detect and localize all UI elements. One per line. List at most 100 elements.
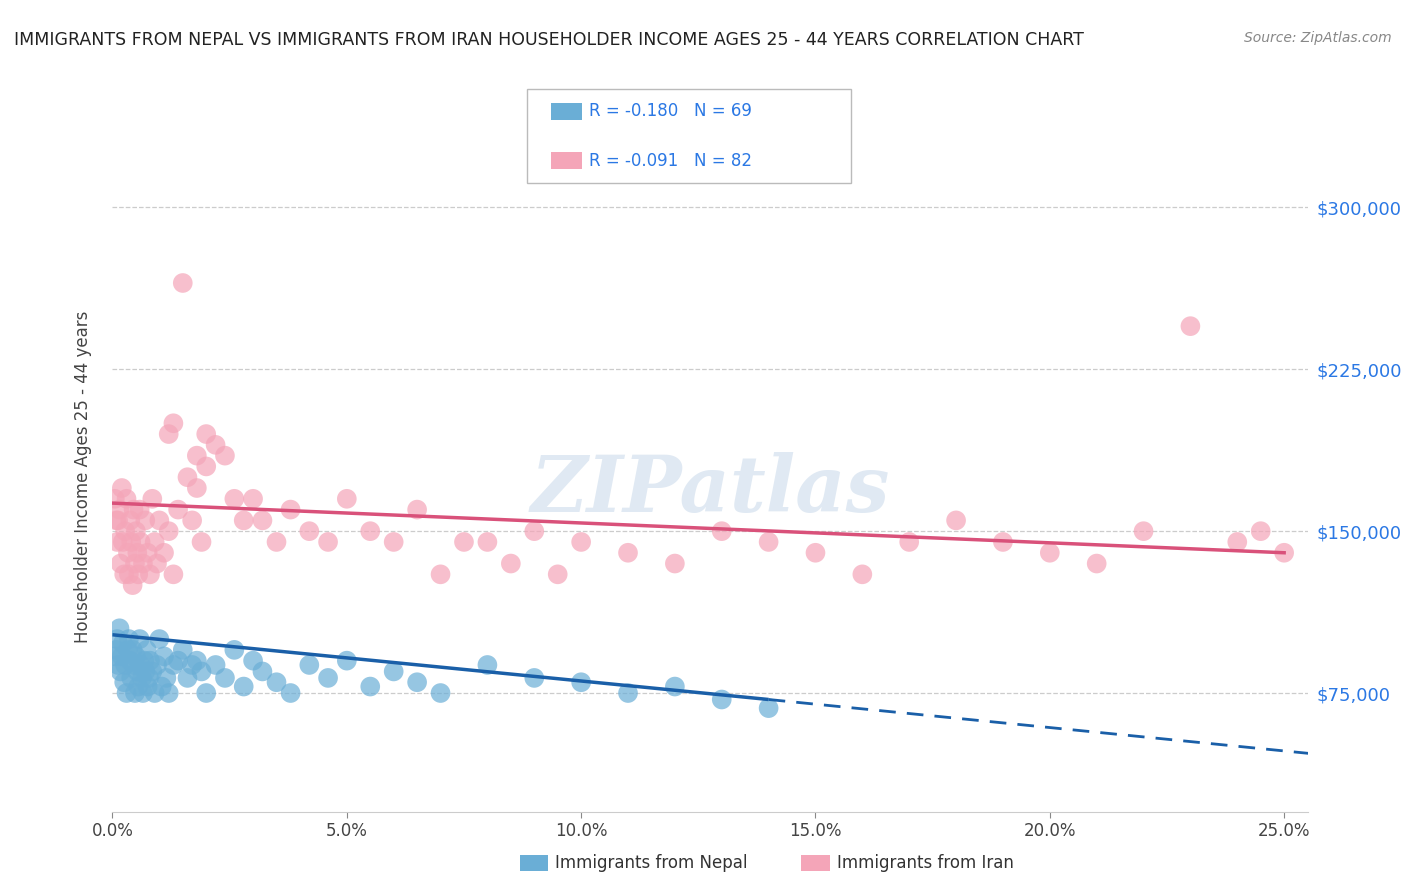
Point xyxy=(710,524,733,538)
Point xyxy=(195,686,218,700)
Point xyxy=(172,643,194,657)
Point xyxy=(141,665,163,679)
Text: R = -0.180   N = 69: R = -0.180 N = 69 xyxy=(589,103,752,120)
Point xyxy=(195,459,218,474)
Point xyxy=(382,535,405,549)
Point xyxy=(148,513,170,527)
Point xyxy=(176,671,198,685)
Point xyxy=(804,546,827,560)
Point xyxy=(224,643,246,657)
Point xyxy=(132,686,155,700)
Point xyxy=(110,557,132,571)
Point xyxy=(280,686,302,700)
Point xyxy=(124,686,146,700)
Point xyxy=(167,654,190,668)
Point xyxy=(153,649,176,664)
Point xyxy=(134,654,156,668)
Point xyxy=(157,427,180,442)
Point xyxy=(108,621,131,635)
Point xyxy=(359,524,381,538)
Point xyxy=(162,567,184,582)
Point xyxy=(252,513,274,527)
Point xyxy=(134,513,156,527)
Point xyxy=(406,675,429,690)
Point xyxy=(181,513,204,527)
Point xyxy=(122,657,145,672)
Point xyxy=(167,502,190,516)
Point xyxy=(127,680,149,694)
Point xyxy=(204,657,226,672)
Point xyxy=(115,491,138,506)
Point xyxy=(298,657,321,672)
Point xyxy=(429,567,451,582)
Point xyxy=(569,535,592,549)
Point xyxy=(195,427,218,442)
Point xyxy=(127,567,149,582)
Point xyxy=(1085,557,1108,571)
Point xyxy=(122,502,145,516)
Point xyxy=(758,535,780,549)
Point xyxy=(316,671,339,685)
Point xyxy=(114,657,136,672)
Point xyxy=(336,491,359,506)
Point xyxy=(139,567,162,582)
Point xyxy=(569,675,592,690)
Point xyxy=(172,276,194,290)
Point xyxy=(851,567,873,582)
Point xyxy=(523,524,546,538)
Point xyxy=(111,636,134,650)
Point xyxy=(316,535,339,549)
Point xyxy=(190,665,212,679)
Point xyxy=(111,535,134,549)
Point xyxy=(112,567,135,582)
Point xyxy=(547,567,569,582)
Point xyxy=(945,513,967,527)
Point xyxy=(242,654,264,668)
Point xyxy=(181,657,204,672)
Point xyxy=(157,686,180,700)
Text: ZIPatlas: ZIPatlas xyxy=(530,452,890,529)
Point xyxy=(1226,535,1249,549)
Point xyxy=(280,502,302,516)
Point xyxy=(477,535,499,549)
Point xyxy=(406,502,429,516)
Point xyxy=(710,692,733,706)
Point xyxy=(120,671,142,685)
Point xyxy=(115,686,138,700)
Point xyxy=(214,449,236,463)
Point xyxy=(134,665,156,679)
Point xyxy=(131,671,153,685)
Point xyxy=(382,665,405,679)
Point xyxy=(129,657,152,672)
Point xyxy=(266,675,288,690)
Point xyxy=(128,632,150,646)
Point xyxy=(1272,546,1295,560)
Point xyxy=(120,535,142,549)
Point xyxy=(155,671,177,685)
Point xyxy=(121,578,143,592)
Point xyxy=(141,491,163,506)
Point xyxy=(105,643,128,657)
Point xyxy=(117,643,139,657)
Point xyxy=(105,513,128,527)
Point xyxy=(664,557,686,571)
Point xyxy=(617,546,640,560)
Point xyxy=(148,632,170,646)
Point xyxy=(135,643,157,657)
Point xyxy=(121,643,143,657)
Point xyxy=(157,524,180,538)
Text: Immigrants from Iran: Immigrants from Iran xyxy=(837,855,1014,872)
Point xyxy=(112,675,135,690)
Point xyxy=(186,654,208,668)
Point xyxy=(124,557,146,571)
Point xyxy=(153,546,176,560)
Point xyxy=(139,654,162,668)
Point xyxy=(118,567,141,582)
Point xyxy=(111,481,134,495)
Text: Immigrants from Nepal: Immigrants from Nepal xyxy=(555,855,748,872)
Point xyxy=(105,632,128,646)
Point xyxy=(252,665,274,679)
Point xyxy=(1132,524,1154,538)
Point xyxy=(104,491,127,506)
Point xyxy=(453,535,475,549)
